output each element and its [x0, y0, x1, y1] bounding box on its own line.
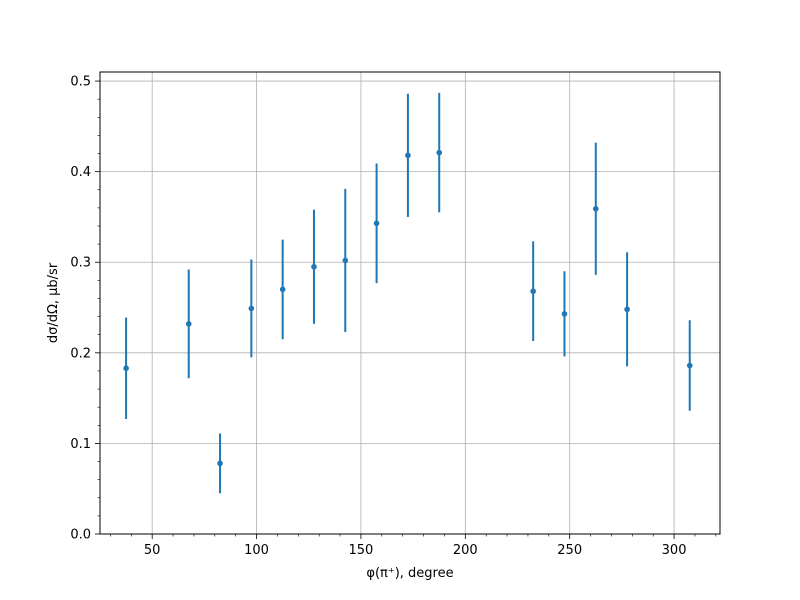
x-tick-label: 200	[453, 543, 478, 558]
data-point	[592, 205, 599, 212]
y-tick-label: 0.2	[70, 346, 91, 361]
data-point	[185, 321, 192, 327]
data-point	[530, 288, 536, 295]
plot-frame	[99, 71, 721, 535]
data-point	[342, 257, 349, 264]
data-point	[123, 365, 129, 372]
x-tick-label: 300	[662, 543, 687, 558]
axis-ticks: 50 100 150 200 250 300 0.0 0.1 0.2 0.3 0.4 0.5	[70, 75, 717, 558]
data-point	[217, 460, 223, 467]
data-point	[436, 149, 443, 156]
data-point	[373, 220, 380, 227]
y-tick-label: 0.1	[70, 437, 91, 452]
x-tick-label: 50	[144, 543, 161, 558]
y-tick-label: 0.0	[70, 528, 91, 543]
data-point	[248, 305, 255, 312]
data-point	[405, 152, 411, 159]
x-tick-label: 150	[349, 543, 374, 558]
data-layer	[123, 92, 693, 494]
y-tick-label: 0.4	[70, 165, 91, 180]
x-axis-label: φ(π⁺), degree	[366, 566, 453, 581]
data-point	[686, 362, 693, 369]
data-point	[311, 263, 317, 270]
x-tick-label: 250	[557, 543, 582, 558]
x-tick-label: 100	[244, 543, 269, 558]
y-tick-label: 0.5	[70, 75, 91, 90]
data-point	[279, 286, 286, 293]
data-point	[624, 306, 630, 313]
data-point	[561, 311, 568, 317]
y-axis-label: dσ/dΩ, μb/sr	[46, 262, 61, 343]
y-tick-label: 0.3	[70, 256, 91, 271]
